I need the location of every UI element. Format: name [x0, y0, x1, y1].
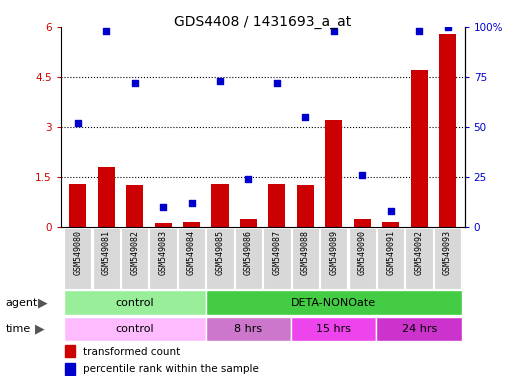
Point — [216, 78, 224, 84]
Bar — [354, 218, 371, 227]
Text: GSM549083: GSM549083 — [158, 230, 167, 275]
FancyBboxPatch shape — [320, 228, 347, 289]
Point — [130, 80, 139, 86]
Bar — [212, 184, 229, 227]
Point — [272, 80, 281, 86]
Point — [73, 120, 82, 126]
Text: GSM549093: GSM549093 — [443, 230, 452, 275]
Text: agent: agent — [5, 298, 37, 308]
Bar — [439, 33, 456, 227]
Point — [301, 114, 309, 120]
Bar — [63, 317, 206, 341]
Text: ▶: ▶ — [35, 322, 44, 335]
Bar — [98, 167, 115, 227]
Text: GSM549085: GSM549085 — [215, 230, 224, 275]
Bar — [297, 185, 314, 227]
FancyBboxPatch shape — [377, 228, 404, 289]
Text: GSM549087: GSM549087 — [272, 230, 281, 275]
Bar — [240, 218, 257, 227]
Text: time: time — [5, 324, 31, 334]
Point — [244, 176, 253, 182]
Text: DETA-NONOate: DETA-NONOate — [291, 298, 376, 308]
Text: GSM549091: GSM549091 — [386, 230, 395, 275]
Point — [159, 204, 167, 210]
FancyBboxPatch shape — [178, 228, 205, 289]
Text: GDS4408 / 1431693_a_at: GDS4408 / 1431693_a_at — [174, 15, 351, 29]
Text: transformed count: transformed count — [83, 347, 180, 357]
Bar — [65, 345, 75, 358]
FancyBboxPatch shape — [92, 228, 120, 289]
Text: GSM549082: GSM549082 — [130, 230, 139, 275]
Point — [386, 208, 395, 214]
Text: control: control — [115, 298, 154, 308]
Text: 24 hrs: 24 hrs — [401, 324, 437, 334]
FancyBboxPatch shape — [235, 228, 262, 289]
Bar — [376, 317, 462, 341]
Point — [102, 28, 110, 34]
Text: GSM549080: GSM549080 — [73, 230, 82, 275]
Bar — [63, 290, 206, 314]
Text: control: control — [115, 324, 154, 334]
Text: GSM549089: GSM549089 — [329, 230, 338, 275]
Bar — [65, 362, 75, 375]
FancyBboxPatch shape — [434, 228, 461, 289]
FancyBboxPatch shape — [121, 228, 148, 289]
Point — [444, 24, 452, 30]
FancyBboxPatch shape — [348, 228, 376, 289]
Point — [358, 172, 366, 178]
Text: GSM549090: GSM549090 — [358, 230, 367, 275]
FancyBboxPatch shape — [206, 228, 234, 289]
Text: percentile rank within the sample: percentile rank within the sample — [83, 364, 259, 374]
FancyBboxPatch shape — [149, 228, 177, 289]
Bar — [325, 120, 342, 227]
Bar — [155, 223, 172, 227]
Text: GSM549092: GSM549092 — [414, 230, 423, 275]
Text: ▶: ▶ — [38, 296, 48, 309]
Bar — [268, 184, 286, 227]
FancyBboxPatch shape — [291, 228, 319, 289]
Text: GSM549086: GSM549086 — [244, 230, 253, 275]
Bar — [411, 70, 428, 227]
Text: GSM549088: GSM549088 — [301, 230, 310, 275]
FancyBboxPatch shape — [263, 228, 290, 289]
Text: 8 hrs: 8 hrs — [234, 324, 262, 334]
Bar — [183, 222, 200, 227]
Point — [415, 28, 423, 34]
FancyBboxPatch shape — [406, 228, 433, 289]
Bar — [69, 184, 86, 227]
FancyBboxPatch shape — [64, 228, 91, 289]
Bar — [126, 185, 143, 227]
Text: 15 hrs: 15 hrs — [316, 324, 351, 334]
Text: GSM549081: GSM549081 — [102, 230, 111, 275]
Bar — [291, 317, 376, 341]
Point — [329, 28, 338, 34]
Text: GSM549084: GSM549084 — [187, 230, 196, 275]
Bar — [382, 222, 399, 227]
Point — [187, 200, 196, 206]
Bar — [206, 317, 291, 341]
Bar — [206, 290, 462, 314]
